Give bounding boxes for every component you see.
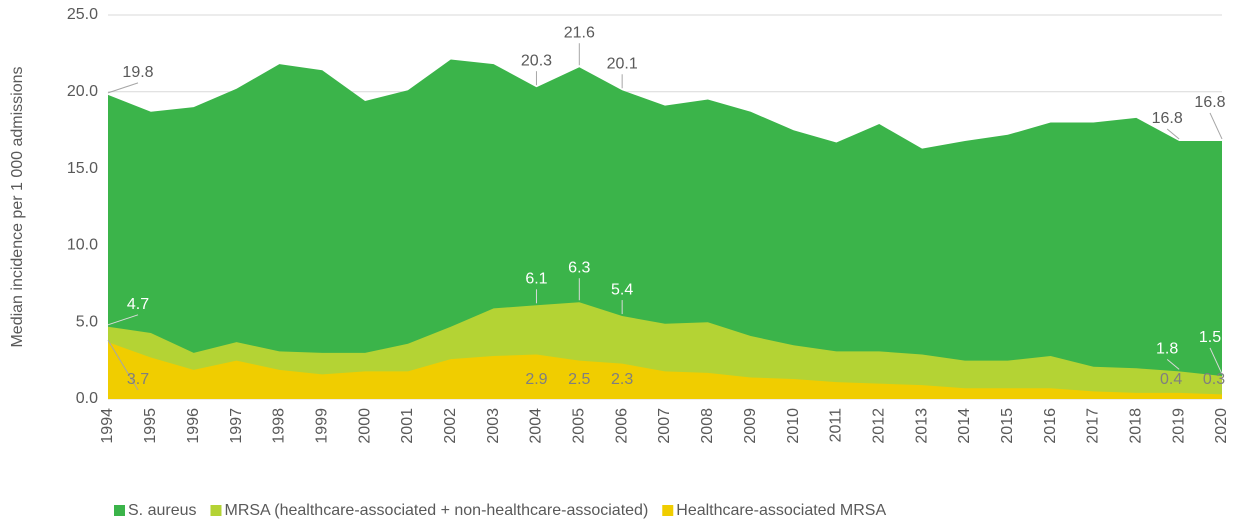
x-tick-label: 2012 bbox=[870, 408, 887, 444]
x-tick-label: 2017 bbox=[1085, 408, 1102, 444]
data-label: 6.3 bbox=[568, 259, 590, 276]
x-tick-label: 2002 bbox=[442, 408, 459, 444]
x-tick-label: 1996 bbox=[185, 408, 202, 444]
y-tick-label: 0.0 bbox=[76, 390, 98, 407]
data-label: 19.8 bbox=[122, 64, 153, 81]
data-label: 5.4 bbox=[611, 281, 633, 298]
x-tick-label: 1999 bbox=[313, 408, 330, 444]
x-tick-label: 2011 bbox=[828, 408, 845, 443]
x-tick-label: 1997 bbox=[228, 408, 245, 444]
x-tick-label: 2010 bbox=[785, 408, 802, 444]
data-label: 6.1 bbox=[525, 271, 547, 288]
legend-swatch bbox=[662, 505, 674, 516]
data-label: 16.8 bbox=[1194, 94, 1225, 111]
data-label: 1.8 bbox=[1156, 341, 1178, 358]
x-tick-label: 2020 bbox=[1213, 408, 1230, 444]
label-leader bbox=[1166, 358, 1180, 370]
y-tick-label: 15.0 bbox=[67, 160, 98, 177]
x-tick-label: 2005 bbox=[571, 408, 588, 444]
x-tick-label: 2009 bbox=[742, 408, 759, 444]
legend-swatch bbox=[114, 505, 125, 516]
label-leader bbox=[107, 314, 139, 326]
data-label: 16.8 bbox=[1152, 110, 1183, 127]
data-label: 2.3 bbox=[611, 371, 633, 388]
x-tick-label: 2004 bbox=[528, 408, 545, 444]
y-tick-label: 20.0 bbox=[67, 83, 98, 100]
x-tick-label: 2019 bbox=[1170, 408, 1187, 444]
y-tick-label: 25.0 bbox=[67, 6, 98, 23]
label-leader bbox=[107, 82, 139, 94]
x-tick-label: 2013 bbox=[913, 408, 930, 444]
x-tick-label: 2016 bbox=[1042, 408, 1059, 444]
y-tick-label: 10.0 bbox=[67, 237, 98, 254]
x-tick-label: 1998 bbox=[271, 408, 288, 444]
y-tick-label: 5.0 bbox=[76, 313, 98, 330]
data-label: 1.5 bbox=[1199, 329, 1221, 346]
data-label: 20.3 bbox=[521, 52, 552, 69]
x-tick-label: 2015 bbox=[999, 408, 1016, 444]
area bbox=[108, 342, 1222, 399]
data-label: 4.7 bbox=[127, 296, 149, 313]
legend-label: MRSA (healthcare-associated + non-health… bbox=[224, 502, 648, 519]
legend-label: S. aureus bbox=[128, 502, 196, 519]
data-label: 20.1 bbox=[607, 55, 638, 72]
legend-label: Healthcare-associated MRSA bbox=[676, 502, 886, 519]
x-tick-label: 2008 bbox=[699, 408, 716, 444]
label-leader bbox=[1209, 112, 1223, 140]
x-tick-label: 1994 bbox=[99, 408, 116, 444]
data-label: 0.4 bbox=[1160, 371, 1182, 388]
x-tick-label: 2001 bbox=[399, 408, 416, 444]
label-leader bbox=[107, 339, 139, 391]
data-label: 3.7 bbox=[127, 371, 149, 388]
x-tick-label: 2003 bbox=[485, 408, 502, 444]
x-tick-label: 1995 bbox=[142, 408, 159, 444]
x-tick-label: 2014 bbox=[956, 408, 973, 444]
x-tick-label: 2006 bbox=[613, 408, 630, 444]
x-tick-label: 2000 bbox=[356, 408, 373, 444]
data-label: 0.3 bbox=[1203, 371, 1225, 388]
y-axis-label: Median incidence per 1 000 admissions bbox=[9, 66, 26, 347]
x-tick-label: 2018 bbox=[1128, 408, 1145, 444]
legend-swatch bbox=[210, 505, 222, 516]
label-leader bbox=[1166, 128, 1180, 140]
data-label: 2.9 bbox=[525, 371, 547, 388]
data-label: 21.6 bbox=[564, 24, 595, 41]
label-leader bbox=[1209, 347, 1223, 375]
data-label: 2.5 bbox=[568, 371, 590, 388]
x-tick-label: 2007 bbox=[656, 408, 673, 444]
area bbox=[108, 59, 1222, 399]
